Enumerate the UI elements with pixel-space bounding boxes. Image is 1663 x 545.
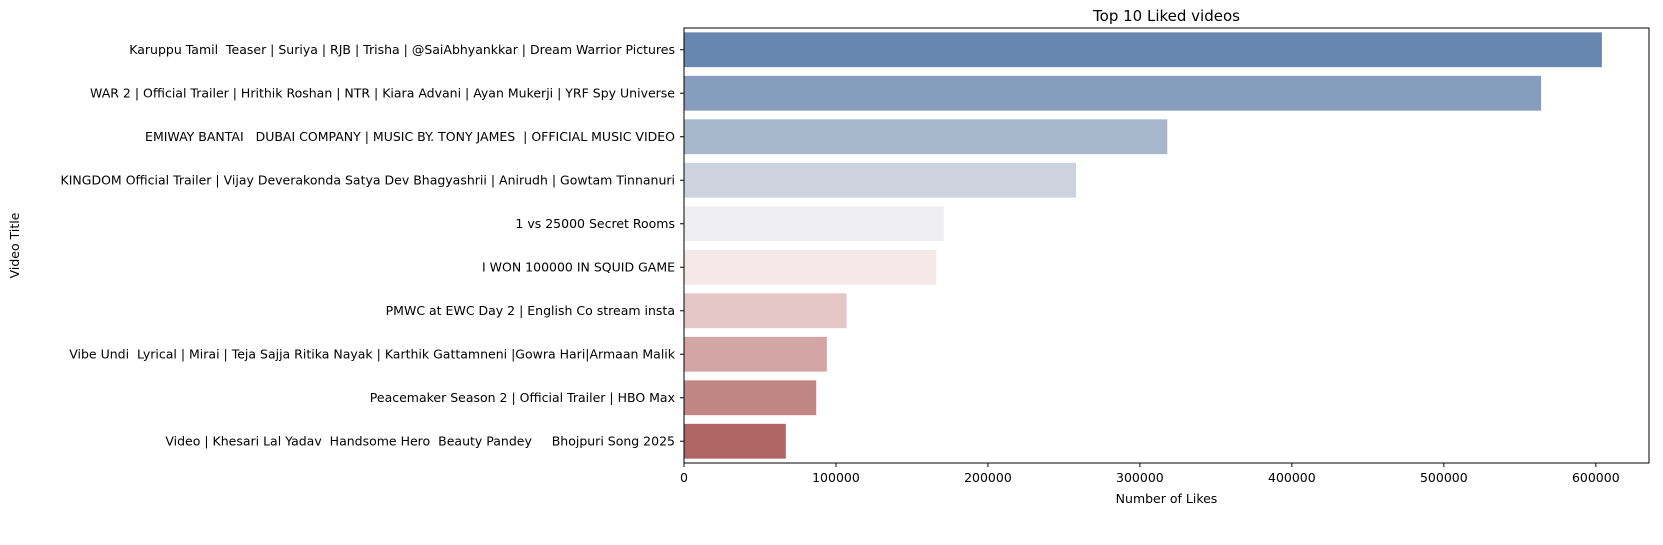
y-tick-label: WAR 2 | Official Trailer | Hrithik Rosha…	[90, 86, 675, 101]
y-tick-label: Karuppu Tamil Teaser | Suriya | RJB | Tr…	[129, 42, 675, 57]
bar	[684, 32, 1602, 68]
y-tick-label: Peacemaker Season 2 | Official Trailer |…	[370, 390, 675, 405]
y-tick-label: KINGDOM Official Trailer | Vijay Deverak…	[61, 173, 675, 188]
y-tick-label: 1 vs 25000 Secret Rooms	[515, 216, 675, 231]
bar	[684, 249, 937, 285]
y-tick-label: PMWC at EWC Day 2 | English Co stream in…	[386, 303, 675, 318]
x-tick-label: 500000	[1420, 470, 1468, 485]
bar	[684, 293, 847, 329]
x-tick-label: 200000	[964, 470, 1012, 485]
chart-title: Top 10 Liked videos	[1092, 7, 1240, 25]
x-axis-label: Number of Likes	[1116, 491, 1218, 506]
bar	[684, 119, 1168, 155]
bar	[684, 380, 817, 416]
y-tick-labels: Karuppu Tamil Teaser | Suriya | RJB | Tr…	[61, 42, 684, 449]
x-tick-label: 400000	[1268, 470, 1316, 485]
bar	[684, 162, 1077, 198]
x-tick-label: 0	[680, 470, 688, 485]
y-tick-label: Video | Khesari Lal Yadav Handsome Hero …	[165, 434, 675, 449]
y-tick-label: I WON 100000 IN SQUID GAME	[482, 260, 675, 275]
x-tick-label: 100000	[812, 470, 860, 485]
y-tick-label: Vibe Undi Lyrical | Mirai | Teja Sajja R…	[69, 347, 676, 362]
y-tick-label: EMIWAY BANTAI DUBAI COMPANY | MUSIC BY. …	[145, 129, 675, 144]
x-tick-label: 600000	[1572, 470, 1620, 485]
plot-frame	[683, 27, 1650, 464]
bar	[684, 206, 944, 242]
x-tick-label: 300000	[1116, 470, 1164, 485]
bar	[684, 75, 1542, 111]
bars-group	[684, 32, 1602, 459]
x-axis-ticks: 0 100000 200000 300000 400000 500000 600000	[680, 463, 1620, 485]
bar	[684, 423, 786, 459]
y-axis-label: Video Title	[7, 212, 22, 278]
bar	[684, 336, 827, 372]
